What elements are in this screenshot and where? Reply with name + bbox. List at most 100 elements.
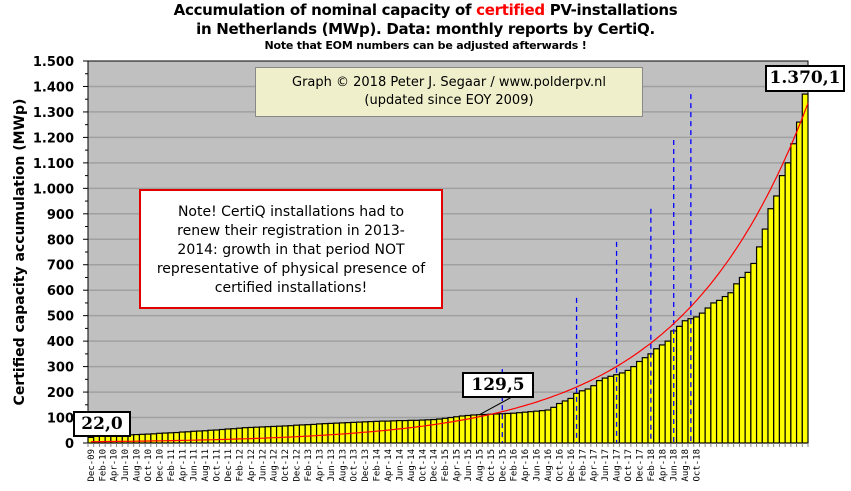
bar [561, 400, 569, 444]
bar [167, 432, 175, 444]
y-tick-label: 0 [65, 437, 74, 452]
credit-line-1: Graph © 2018 Peter J. Segaar / www.polde… [292, 75, 606, 90]
bar [424, 419, 432, 444]
bar [778, 175, 786, 444]
bar [435, 418, 443, 444]
x-tick-label: Oct-18 [693, 449, 703, 482]
bar [218, 428, 226, 444]
x-tick-label: Aug-17 [613, 449, 623, 482]
x-tick-label: Feb-14 [373, 449, 383, 482]
x-tick-label: Feb-16 [510, 449, 520, 482]
y-axis: 0 100 200 300 400 500 600 700 800 900 1.000 1.100 1.… [33, 55, 89, 452]
y-tick-label: 1.300 [33, 106, 74, 121]
bar [515, 412, 523, 444]
y-tick-label: 800 [47, 233, 74, 248]
chart-title-line-2: in Netherlands (MWp). Data: monthly repo… [196, 20, 655, 38]
x-tick-label: Aug-11 [201, 449, 211, 482]
x-tick-label: Apr-11 [178, 449, 188, 482]
bar [258, 426, 266, 444]
y-tick-label: 600 [47, 284, 74, 299]
bar [681, 320, 689, 444]
bar [538, 410, 546, 444]
y-tick-label: 300 [47, 361, 74, 376]
bar [630, 366, 638, 444]
y-tick-label: 500 [47, 310, 74, 325]
bar [744, 271, 752, 444]
x-tick-label: Oct-11 [213, 449, 223, 482]
x-tick-label: Feb-18 [647, 449, 657, 482]
bar [733, 283, 741, 444]
note-line: 2014: growth in that period NOT [177, 242, 405, 258]
x-tick-label: Apr-13 [315, 449, 325, 482]
x-tick-label: Feb-17 [578, 449, 588, 482]
bar [338, 422, 346, 444]
x-tick-label: Dec-12 [293, 449, 303, 482]
bar [430, 418, 438, 444]
bar [235, 427, 243, 444]
bar [773, 195, 781, 444]
bar [298, 424, 306, 444]
bar [195, 430, 203, 444]
bar [401, 419, 409, 444]
x-tick-label: Dec-15 [498, 449, 508, 482]
title-highlight: certified [476, 1, 545, 19]
y-tick-label: 700 [47, 259, 74, 274]
registration-note-box: Note! CertiQ installations had to renew … [139, 189, 443, 309]
x-tick-label: Apr-12 [247, 449, 257, 482]
note-line: Note! CertiQ installations had to [177, 204, 405, 220]
y-tick-label: 900 [47, 208, 74, 223]
bar [567, 397, 575, 444]
bar [173, 431, 181, 444]
x-tick-label: Feb-13 [304, 449, 314, 482]
bar [590, 385, 598, 444]
bar [584, 388, 592, 444]
bar [247, 426, 255, 444]
x-tick-label: Aug-13 [338, 449, 348, 482]
bar [201, 430, 209, 444]
bar [641, 357, 649, 444]
bar [755, 246, 763, 444]
x-tick-label: Dec-13 [361, 449, 371, 482]
bar [715, 299, 723, 444]
bar [327, 422, 335, 444]
bar [761, 228, 769, 444]
y-tick-label: 1.500 [33, 55, 74, 70]
y-tick-label: 1.400 [33, 80, 74, 95]
x-tick-label: Apr-14 [384, 449, 394, 482]
bar [607, 375, 615, 444]
bar [481, 413, 489, 444]
bar [310, 423, 318, 444]
bar [533, 410, 541, 444]
note-line: representative of physical presence of [156, 261, 426, 277]
bar [664, 340, 672, 444]
x-tick-label: Apr-15 [453, 449, 463, 482]
value-label-last: 1.370,1 [765, 65, 845, 92]
bar [504, 412, 512, 444]
bar [384, 420, 392, 444]
x-tick-label: Jun-10 [121, 449, 131, 482]
title-text-end: PV-installations [544, 1, 678, 19]
bar [475, 414, 483, 444]
bar [395, 419, 403, 444]
x-tick-label: Feb-10 [98, 449, 108, 482]
bar [618, 372, 626, 444]
x-tick-label: Apr-18 [658, 449, 668, 482]
bar [253, 426, 261, 444]
bar [264, 426, 272, 444]
bar [275, 425, 283, 444]
x-tick-label: Aug-16 [544, 449, 554, 482]
bar [493, 413, 501, 444]
bar [710, 302, 718, 444]
x-tick-label: Apr-17 [590, 449, 600, 482]
x-tick-label: Aug-12 [270, 449, 280, 482]
y-tick-label: 1.000 [33, 182, 74, 197]
x-tick-label: Dec-11 [224, 449, 234, 482]
y-tick-label: 1.200 [33, 131, 74, 146]
bar [407, 419, 415, 444]
bar [190, 430, 198, 444]
bar [487, 413, 495, 444]
y-tick-label: 100 [47, 412, 74, 427]
x-tick-label: Jun-13 [327, 449, 337, 482]
bar [315, 423, 323, 444]
y-tick-label: 400 [47, 335, 74, 350]
